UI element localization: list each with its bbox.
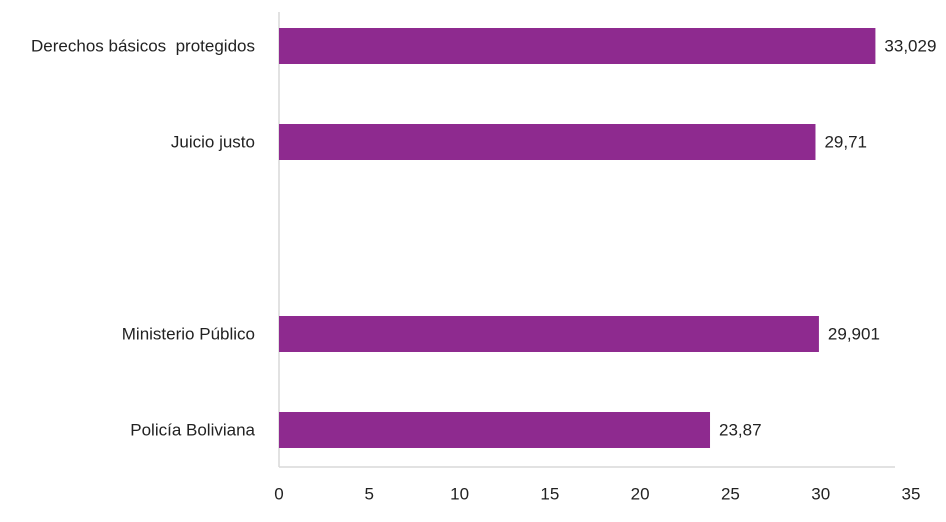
value-label: 29,901 [828, 325, 880, 344]
value-labels: 33,029 29,71 29,901 23,87 [719, 37, 936, 440]
bar [279, 124, 816, 160]
x-tick-label: 25 [721, 485, 740, 504]
value-label: 23,87 [719, 421, 762, 440]
category-label: Ministerio Público [122, 325, 255, 344]
bars-group [279, 28, 876, 448]
category-label: Derechos básicos protegidos [31, 37, 255, 56]
category-label: Policía Boliviana [130, 421, 255, 440]
x-tick-label: 5 [365, 485, 374, 504]
x-tick-label: 15 [540, 485, 559, 504]
value-label: 33,029 [884, 37, 936, 56]
x-tick-label: 0 [274, 485, 283, 504]
x-tick-label: 35 [902, 485, 921, 504]
bar [279, 28, 876, 64]
x-tick-label: 10 [450, 485, 469, 504]
bar [279, 412, 711, 448]
x-tick-label: 30 [811, 485, 830, 504]
bar [279, 316, 819, 352]
chart-axes [278, 12, 895, 468]
value-label: 29,71 [824, 133, 867, 152]
category-labels: Derechos básicos protegidos Juicio justo M… [31, 37, 256, 440]
x-tick-labels: 0 5 10 15 20 25 30 35 [274, 485, 920, 504]
category-label: Juicio justo [171, 133, 255, 152]
x-tick-label: 20 [631, 485, 650, 504]
